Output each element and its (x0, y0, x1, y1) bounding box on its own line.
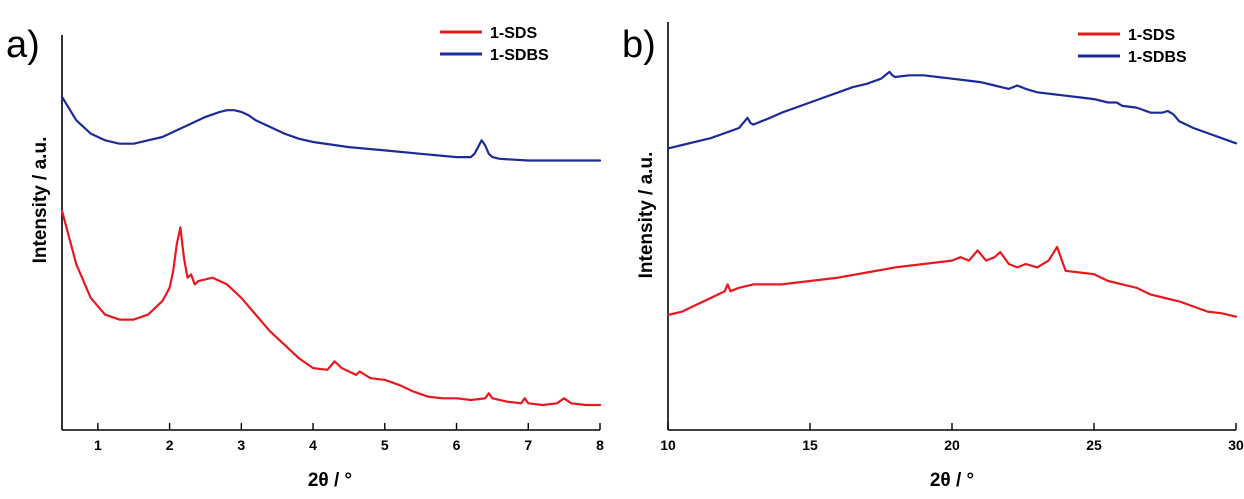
panel-a-axes (61, 35, 600, 431)
panel-a-series-1-sds-line (60, 209, 602, 407)
panel-a-x-tick-label: 1 (94, 437, 102, 453)
panel-b-axes (667, 22, 1236, 431)
panel-a-chart: a) Intensity / a.u. 2θ / ° 1 2 3 4 5 6 7 8 1-SD… (6, 24, 604, 491)
panel-a-x-ticks: 1 2 3 4 5 6 7 8 (94, 423, 604, 453)
panel-b-series-1-sds-line (666, 245, 1238, 318)
panel-b-chart: b) Intensity / a.u. 2θ / ° 10 15 20 25 30 1-… (622, 22, 1244, 491)
panel-a-x-tick-label: 5 (381, 437, 389, 453)
panel-a-x-tick-label: 8 (596, 437, 604, 453)
panel-b-legend-label-1-sds: 1-SDS (1128, 27, 1175, 44)
panel-b-y-axis-title: Intensity / a.u. (636, 152, 657, 279)
panel-a-y-axis-title: Intensity / a.u. (30, 137, 51, 264)
panel-b-x-ticks: 10 15 20 25 30 (660, 423, 1244, 453)
panel-a-label: a) (6, 24, 40, 66)
panel-a-x-tick-label: 4 (309, 437, 317, 453)
panel-a-x-tick-label: 7 (524, 437, 532, 453)
panel-b-legend-label-1-sdbs: 1-SDBS (1128, 49, 1187, 66)
panel-b-series (666, 70, 1238, 318)
panel-b-legend: 1-SDS 1-SDBS (1078, 27, 1187, 66)
panel-b-x-tick-label: 15 (802, 437, 818, 453)
panel-a-series (60, 95, 602, 407)
panel-a-legend-label-1-sdbs: 1-SDBS (490, 47, 549, 64)
panel-a-legend: 1-SDS 1-SDBS (440, 25, 549, 64)
panel-b-x-tick-label: 30 (1228, 437, 1244, 453)
panel-b-x-tick-label: 20 (944, 437, 960, 453)
panel-b-series-1-sdbs-line (666, 70, 1238, 150)
panel-b-label: b) (622, 24, 656, 66)
panel-a-x-tick-label: 6 (453, 437, 461, 453)
panel-b-x-tick-label: 10 (660, 437, 676, 453)
panel-a-legend-label-1-sds: 1-SDS (490, 25, 537, 42)
panel-a-x-axis-title: 2θ / ° (308, 470, 352, 491)
panel-b-x-tick-label: 25 (1086, 437, 1102, 453)
panel-a-series-1-sdbs-line (60, 95, 602, 162)
panel-a-x-tick-label: 3 (237, 437, 245, 453)
panel-b-x-axis-title: 2θ / ° (930, 470, 974, 491)
panel-a-x-tick-label: 2 (166, 437, 174, 453)
